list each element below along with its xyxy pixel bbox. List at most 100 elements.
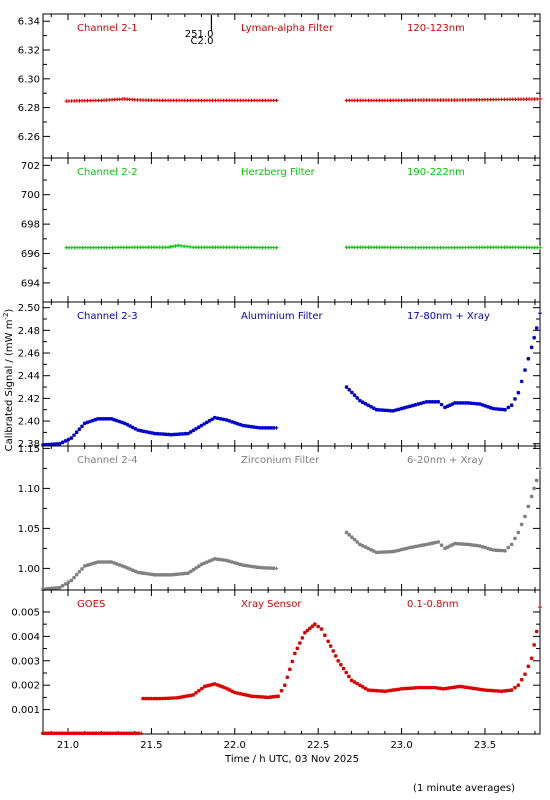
data-point <box>52 731 56 736</box>
data-point <box>60 731 65 736</box>
data-point <box>77 569 82 574</box>
data-point <box>458 542 463 546</box>
data-point <box>158 573 163 577</box>
data-point <box>448 403 452 407</box>
data-point <box>172 572 176 577</box>
data-point <box>526 504 531 509</box>
data-point <box>212 557 217 561</box>
y-tick-label: 1.10 <box>18 484 40 495</box>
data-point <box>507 688 511 693</box>
data-point <box>122 565 127 569</box>
data-point <box>104 560 108 564</box>
data-point <box>480 545 485 549</box>
data-point <box>455 541 460 546</box>
data-point <box>344 385 349 389</box>
data-point <box>319 627 324 631</box>
data-point <box>113 731 118 736</box>
data-point <box>371 406 376 411</box>
data-point <box>352 393 357 398</box>
data-point <box>453 541 457 546</box>
data-point <box>422 400 426 405</box>
data-point <box>419 543 423 548</box>
y-tick-label: 694 <box>21 278 40 289</box>
data-point <box>352 680 357 684</box>
y-tick-label: 0.005 <box>11 607 40 618</box>
data-point <box>363 686 368 691</box>
data-point <box>352 537 357 542</box>
data-point <box>461 542 465 546</box>
data-point <box>273 694 278 699</box>
data-point <box>166 696 170 701</box>
data-point <box>347 674 351 679</box>
data-point <box>298 641 302 645</box>
data-point <box>182 244 186 248</box>
data-point <box>98 416 103 421</box>
data-point <box>433 540 438 545</box>
data-point <box>212 682 217 686</box>
data-point <box>244 563 248 568</box>
data-point <box>230 689 235 694</box>
data-point <box>445 404 450 409</box>
data-point <box>534 629 539 634</box>
y-tick-label: 1.05 <box>18 524 40 535</box>
data-point <box>147 572 151 576</box>
data-point <box>488 547 493 551</box>
data-point <box>185 694 190 698</box>
data-point <box>202 684 207 689</box>
data-point <box>131 731 135 736</box>
data-point <box>396 407 401 412</box>
data-point <box>177 572 182 576</box>
data-point <box>46 731 51 736</box>
y-tick-label: 698 <box>21 220 40 231</box>
data-point <box>77 731 81 736</box>
panel-band-label: 190-222nm <box>407 167 465 178</box>
data-point <box>500 407 504 412</box>
data-point <box>269 566 273 570</box>
data-point <box>139 731 144 736</box>
data-point <box>183 431 188 436</box>
data-point <box>472 686 476 691</box>
data-point <box>274 426 279 430</box>
data-point <box>101 416 106 421</box>
data-point <box>202 422 206 426</box>
data-point <box>443 405 447 410</box>
data-point <box>499 689 504 694</box>
data-point <box>55 586 59 590</box>
data-point <box>260 426 265 430</box>
data-point <box>57 585 62 590</box>
data-point <box>128 424 132 428</box>
data-point <box>144 430 149 434</box>
data-point <box>175 432 179 437</box>
data-point <box>394 687 398 692</box>
data-point <box>55 442 59 446</box>
data-point <box>183 571 188 576</box>
data-point <box>66 731 70 736</box>
data-point <box>538 245 542 250</box>
data-point <box>435 686 440 690</box>
data-point <box>439 402 444 407</box>
data-point <box>252 565 257 569</box>
data-point <box>424 399 429 404</box>
data-point <box>177 695 182 700</box>
data-point <box>388 408 393 413</box>
data-point <box>509 403 514 407</box>
data-point <box>380 550 384 554</box>
data-point <box>188 245 192 249</box>
data-point <box>529 494 534 499</box>
data-point <box>163 696 168 701</box>
data-point <box>449 685 454 690</box>
data-point <box>500 548 504 553</box>
data-point <box>483 545 488 550</box>
data-point <box>369 547 373 552</box>
data-point <box>244 693 248 697</box>
data-point <box>494 689 498 693</box>
data-point <box>285 675 290 680</box>
data-point <box>210 558 214 562</box>
data-point <box>478 544 482 548</box>
data-point <box>155 696 159 701</box>
data-point <box>164 432 168 437</box>
y-tick-label: 702 <box>21 161 40 172</box>
data-point <box>438 686 443 691</box>
data-point <box>358 542 362 547</box>
data-point <box>85 731 90 736</box>
